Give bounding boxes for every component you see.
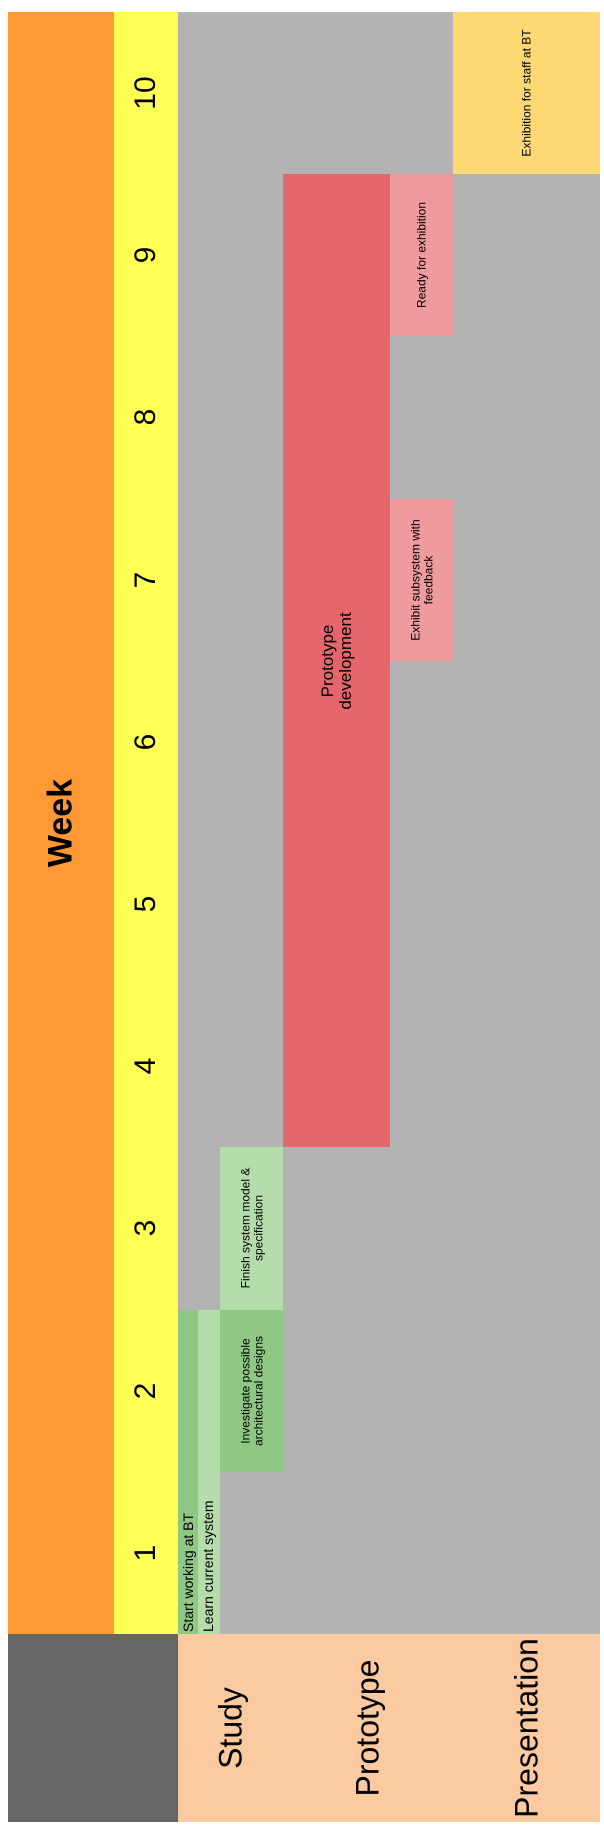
task-bar: Ready for exhibition: [390, 174, 453, 337]
phase-cell: Presentation: [453, 1634, 600, 1822]
week-number: 7: [129, 571, 162, 589]
week-number: 10: [129, 76, 162, 110]
week-number: 1: [129, 1544, 162, 1562]
week-number: 2: [129, 1382, 162, 1400]
week-cell: 6: [114, 661, 178, 823]
week-cell: 1: [114, 1472, 178, 1634]
task-bar: Exhibit subsystem with feedback: [390, 498, 453, 661]
week-cell: 7: [114, 499, 178, 661]
task-label: Finish system model & specification: [237, 1168, 265, 1289]
phase-label: Study: [212, 1687, 248, 1769]
task-label: Ready for exhibition: [414, 202, 429, 309]
week-number: 8: [129, 409, 162, 426]
week-title: Week: [41, 778, 80, 868]
task-label: Prototype development: [317, 612, 355, 710]
week-cell: 10: [114, 12, 178, 174]
week-number: 5: [129, 895, 162, 913]
task-bar: Finish system model & specification: [220, 1147, 283, 1310]
corner-cell: [8, 1634, 178, 1822]
week-title-band: Week: [8, 12, 114, 1634]
task-bar: Exhibition for staff at BT: [453, 12, 600, 175]
week-cell: 3: [114, 1147, 178, 1309]
week-number: 9: [129, 246, 162, 264]
phase-band: Study Prototype Presentation: [178, 1634, 600, 1822]
week-cell: 8: [114, 336, 178, 498]
task-bar: Start working at BT: [178, 1309, 198, 1634]
week-cell: 5: [114, 823, 178, 985]
task-label: Exhibit subsystem with feedback: [407, 519, 435, 641]
task-bar: Investigate possible architectural desig…: [220, 1309, 283, 1472]
week-number: 4: [129, 1057, 162, 1075]
task-label: Investigate possible architectural desig…: [237, 1335, 265, 1446]
phase-label: Prototype: [349, 1659, 386, 1797]
week-cell: 9: [114, 174, 178, 336]
task-bar: Prototype development: [283, 174, 390, 1148]
phase-cell: Study: [178, 1634, 283, 1822]
week-cell: 4: [114, 985, 178, 1147]
task-bar: Learn current system: [198, 1309, 220, 1634]
task-label: Exhibition for staff at BT: [519, 29, 534, 157]
phase-label: Presentation: [508, 1638, 544, 1818]
week-number: 6: [129, 733, 162, 751]
phase-cell: Prototype: [283, 1634, 453, 1822]
week-number-band: 1 2 3 4 5 6 7 8 9 10: [114, 12, 178, 1634]
week-number: 3: [129, 1220, 162, 1237]
task-label: Learn current system: [200, 1500, 216, 1632]
week-cell: 2: [114, 1310, 178, 1472]
task-label: Start working at BT: [180, 1512, 196, 1632]
